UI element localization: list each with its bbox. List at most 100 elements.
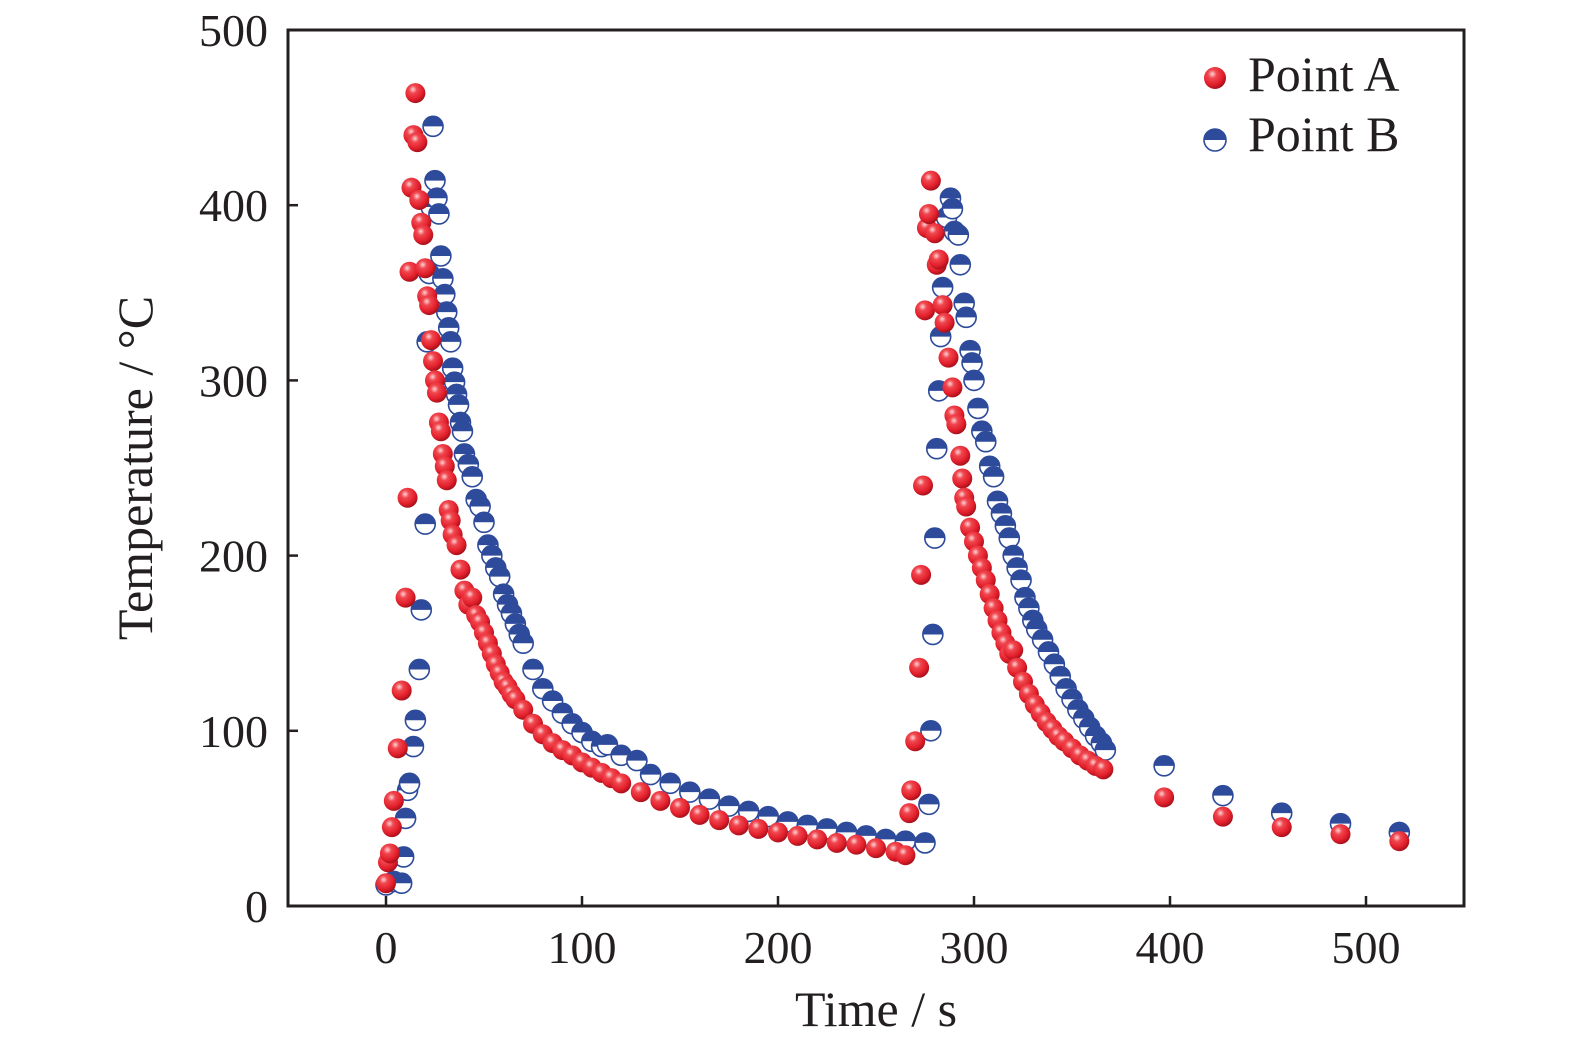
point-a-marker bbox=[938, 347, 959, 368]
legend-label-point-a: Point A bbox=[1248, 46, 1399, 102]
point-a-marker bbox=[787, 825, 808, 846]
point-b-marker bbox=[931, 276, 954, 299]
point-b-marker bbox=[398, 772, 421, 795]
point-a-marker bbox=[952, 468, 973, 489]
point-b-marker bbox=[522, 658, 544, 681]
point-a-marker bbox=[391, 680, 412, 701]
y-axis-ticks: 0 100 200 300 400 500 bbox=[199, 5, 298, 932]
point-b-marker bbox=[447, 394, 470, 416]
point-a-marker bbox=[768, 822, 788, 843]
point-a-marker bbox=[911, 564, 932, 585]
point-a-marker bbox=[928, 249, 949, 270]
point-a-marker bbox=[405, 83, 426, 104]
point-a-marker bbox=[419, 295, 440, 316]
point-a-marker bbox=[670, 797, 690, 818]
point-b-marker bbox=[402, 735, 425, 758]
y-tick-label: 100 bbox=[199, 706, 268, 757]
point-b-marker bbox=[408, 658, 431, 681]
x-axis-ticks: 0 100 200 300 400 500 bbox=[375, 896, 1401, 973]
x-tick-label: 300 bbox=[940, 922, 1009, 973]
point-b-marker bbox=[439, 331, 462, 353]
point-a-marker bbox=[383, 790, 404, 811]
point-b-marker bbox=[1010, 569, 1032, 591]
point-a-marker bbox=[423, 351, 444, 372]
point-a-marker bbox=[399, 261, 420, 282]
point-a-marker bbox=[397, 487, 418, 508]
y-tick-label: 200 bbox=[199, 531, 268, 582]
point-a-marker bbox=[846, 834, 867, 855]
point-a-marker bbox=[650, 790, 671, 811]
point-b-marker bbox=[914, 832, 936, 854]
x-tick-label: 0 bbox=[375, 922, 398, 973]
point-a-marker bbox=[1271, 817, 1292, 838]
y-tick-label: 500 bbox=[199, 5, 268, 56]
legend-label-point-b: Point B bbox=[1248, 106, 1399, 162]
point-a-marker bbox=[689, 804, 710, 825]
point-b-marker bbox=[998, 527, 1021, 549]
y-tick-label: 300 bbox=[199, 355, 268, 406]
point-a-marker bbox=[918, 203, 939, 224]
point-a-marker bbox=[934, 312, 955, 333]
point-a-marker bbox=[462, 587, 483, 608]
point-b-marker bbox=[639, 763, 662, 786]
legend-marker-point-a bbox=[1204, 67, 1226, 89]
point-b-marker bbox=[414, 513, 437, 535]
point-a-marker bbox=[450, 559, 471, 580]
point-b-marker bbox=[982, 465, 1005, 488]
point-a-marker bbox=[630, 782, 651, 803]
point-b-marker bbox=[426, 187, 448, 209]
point-b-marker bbox=[422, 115, 444, 138]
x-tick-label: 100 bbox=[548, 922, 617, 973]
point-b-marker bbox=[949, 253, 972, 276]
point-b-marker bbox=[963, 369, 985, 392]
point-b-marker bbox=[659, 772, 682, 795]
point-a-marker bbox=[415, 258, 436, 279]
point-b-marker bbox=[920, 719, 942, 742]
point-b-marker bbox=[1094, 739, 1117, 761]
point-b-marker bbox=[961, 352, 983, 374]
point-b-marker bbox=[941, 197, 964, 220]
point-b-marker bbox=[433, 283, 456, 306]
legend: Point A Point B bbox=[1203, 46, 1399, 162]
y-axis-title: Temperature / °C bbox=[107, 296, 163, 640]
y-tick-label: 0 bbox=[245, 881, 268, 932]
x-axis-title: Time / s bbox=[795, 981, 957, 1037]
point-a-marker bbox=[407, 132, 428, 153]
x-tick-label: 500 bbox=[1332, 922, 1401, 973]
point-b-marker bbox=[1153, 755, 1175, 777]
point-a-marker bbox=[807, 829, 828, 850]
point-b-marker bbox=[698, 788, 721, 810]
point-a-marker bbox=[942, 377, 963, 398]
point-a-marker bbox=[909, 657, 930, 678]
point-a-marker bbox=[915, 300, 935, 321]
point-b-marker bbox=[404, 709, 427, 732]
point-a-marker bbox=[409, 189, 430, 210]
point-b-marker bbox=[922, 623, 944, 646]
point-a-marker bbox=[946, 414, 967, 435]
legend-marker-point-b bbox=[1203, 128, 1227, 152]
point-a-marker bbox=[426, 382, 447, 403]
point-a-marker bbox=[748, 818, 769, 839]
point-b-marker bbox=[967, 397, 989, 420]
point-b-marker bbox=[974, 430, 997, 453]
point-a-marker bbox=[395, 587, 416, 608]
point-b-marker bbox=[1203, 128, 1227, 152]
point-a-marker bbox=[866, 838, 886, 859]
point-a-marker bbox=[895, 845, 916, 866]
point-b-marker bbox=[953, 292, 976, 315]
point-a-marker bbox=[436, 470, 457, 491]
point-b-marker bbox=[718, 795, 740, 817]
point-b-marker bbox=[473, 511, 495, 534]
point-a-marker bbox=[413, 224, 434, 245]
point-a-marker bbox=[1003, 640, 1024, 661]
point-b-marker bbox=[441, 357, 464, 379]
point-b-marker bbox=[451, 420, 474, 443]
x-tick-label: 400 bbox=[1136, 922, 1205, 973]
point-b-marker bbox=[488, 565, 511, 588]
point-b-marker bbox=[1270, 802, 1293, 824]
point-b-marker bbox=[737, 800, 760, 823]
point-a-marker bbox=[1330, 824, 1351, 845]
point-a-marker bbox=[1389, 831, 1410, 852]
point-b-marker bbox=[678, 781, 701, 803]
point-a-marker bbox=[826, 832, 847, 853]
